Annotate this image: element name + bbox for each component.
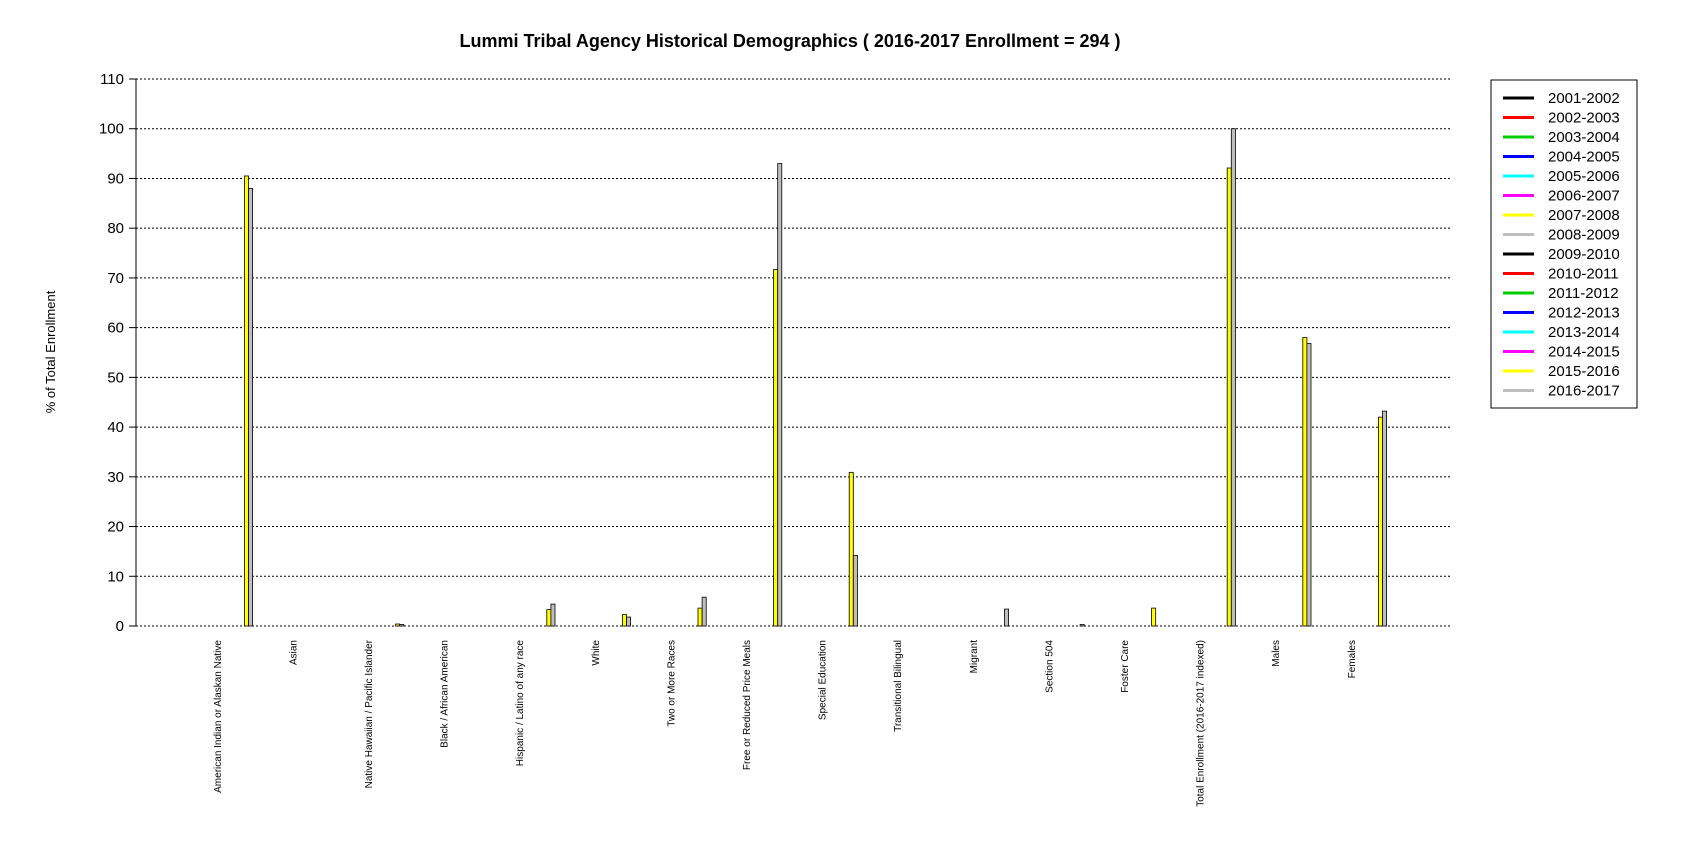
y-tick-label: 40: [107, 419, 124, 436]
legend-label: 2016-2017: [1548, 383, 1620, 400]
category-label: White: [591, 640, 602, 666]
gridlines: [136, 78, 1450, 627]
y-tick-label: 70: [107, 270, 124, 287]
bar: [701, 596, 707, 627]
legend-label: 2011-2012: [1548, 285, 1619, 302]
legend-label: 2010-2011: [1548, 266, 1619, 283]
legend-label: 2003-2004: [1548, 129, 1620, 146]
bar: [773, 269, 779, 627]
bar: [1004, 608, 1009, 627]
legend-label: 2004-2005: [1548, 149, 1620, 166]
bar: [622, 614, 627, 627]
category-label: Total Enrollment (2016-2017 indexed): [1196, 640, 1207, 807]
bar: [550, 603, 556, 627]
category-label: Migrant: [969, 640, 980, 674]
bar: [777, 163, 783, 627]
bar: [243, 175, 249, 627]
legend-label: 2014-2015: [1548, 344, 1620, 361]
legend-label: 2001-2002: [1548, 90, 1620, 107]
category-label: Transitional Bilingual: [893, 640, 904, 732]
legend-box: [1490, 79, 1638, 409]
category-label: Special Education: [818, 640, 829, 720]
bar: [399, 624, 405, 627]
y-tick-label: 100: [99, 121, 124, 138]
bar: [1306, 343, 1312, 627]
bar: [697, 607, 703, 627]
y-tick-label: 60: [107, 320, 124, 337]
bar: [1151, 607, 1157, 627]
category-label: Females: [1347, 640, 1358, 678]
bar: [1302, 337, 1308, 627]
y-tick-label: 110: [100, 71, 124, 88]
bar: [1382, 410, 1387, 627]
legend-label: 2005-2006: [1548, 168, 1620, 185]
bar: [848, 471, 854, 627]
legend-label: 2006-2007: [1548, 188, 1620, 205]
bar: [248, 187, 253, 627]
bar: [1079, 624, 1085, 627]
y-tick-label: 50: [107, 369, 124, 386]
category-label: Section 504: [1044, 640, 1055, 693]
category-label: Native Hawaiian / Pacific Islander: [364, 639, 375, 788]
y-tick-label: 30: [107, 469, 124, 486]
category-label: Hispanic / Latino of any race: [515, 640, 526, 767]
category-label: Asian: [288, 640, 299, 665]
y-tick-label: 90: [107, 170, 124, 187]
bar: [546, 609, 552, 627]
category-label: American Indian or Alaskan Native: [213, 640, 224, 793]
category-labels: American Indian or Alaskan Native Asian Na…: [213, 639, 1358, 806]
category-label: Males: [1271, 640, 1282, 667]
category-label: Free or Reduced Price Meals: [742, 640, 753, 770]
bars: [243, 128, 1387, 627]
bar: [1378, 416, 1383, 627]
category-label: Foster Care: [1120, 640, 1131, 693]
legend-label: 2012-2013: [1548, 305, 1620, 322]
bar: [1226, 167, 1232, 627]
legend-label: 2008-2009: [1548, 227, 1620, 244]
bar: [852, 554, 858, 627]
y-tick-label: 10: [107, 568, 124, 585]
y-axis: 0 10 20 30 40 50 60 70 80 90 100 110: [99, 71, 137, 635]
y-tick-label: 0: [116, 618, 124, 635]
y-tick-label: 20: [107, 519, 124, 536]
category-label: Two or More Races: [666, 640, 677, 727]
chart-title: Lummi Tribal Agency Historical Demograph…: [459, 31, 1120, 51]
legend: 2001-2002 2002-2003 2003-2004 2004-2005 2005…: [1490, 79, 1638, 409]
y-axis-label: % of Total Enrollment: [43, 290, 58, 413]
y-tick-label: 80: [107, 220, 124, 237]
category-label: Black / African American: [440, 640, 451, 748]
bar: [626, 616, 631, 627]
legend-label: 2007-2008: [1548, 207, 1620, 224]
legend-label: 2013-2014: [1548, 324, 1620, 341]
bar: [395, 623, 401, 627]
legend-label: 2002-2003: [1548, 110, 1620, 127]
bar: [1230, 128, 1236, 627]
legend-label: 2009-2010: [1548, 246, 1620, 263]
legend-label: 2015-2016: [1548, 363, 1620, 380]
